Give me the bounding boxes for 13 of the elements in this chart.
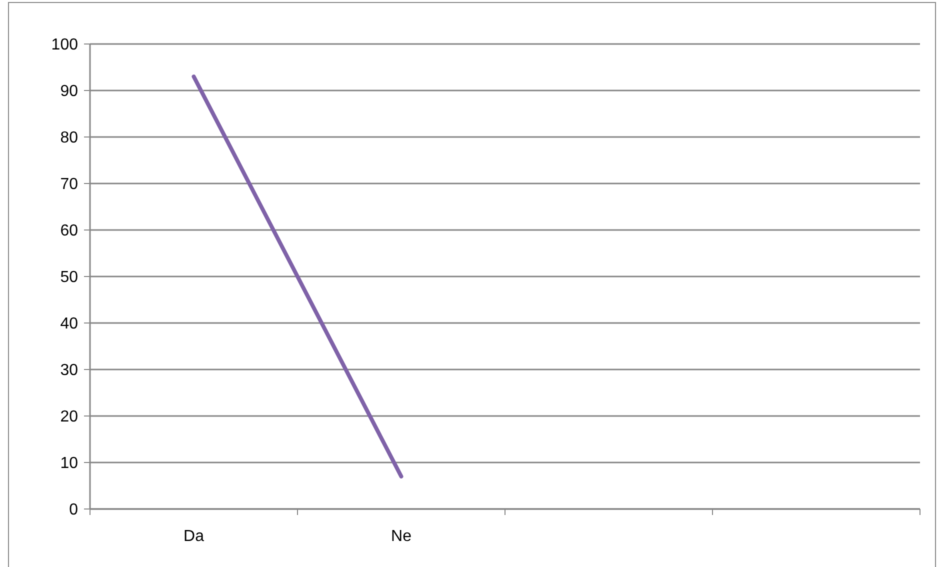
x-tick-label: Da bbox=[184, 528, 204, 545]
y-tick-label: 60 bbox=[60, 222, 78, 240]
x-tick-label: Ne bbox=[391, 528, 412, 545]
y-tick-label: 20 bbox=[60, 408, 78, 426]
y-tick-label: 0 bbox=[69, 502, 78, 519]
y-tick-label: 10 bbox=[60, 455, 78, 472]
y-tick-label: 100 bbox=[51, 36, 78, 54]
y-tick-label: 30 bbox=[60, 362, 78, 380]
y-tick-label: 70 bbox=[60, 176, 78, 194]
y-tick-label: 40 bbox=[60, 316, 78, 333]
y-tick-label: 90 bbox=[60, 83, 78, 100]
y-tick-label: 80 bbox=[60, 130, 78, 147]
y-tick-label: 50 bbox=[60, 269, 78, 286]
